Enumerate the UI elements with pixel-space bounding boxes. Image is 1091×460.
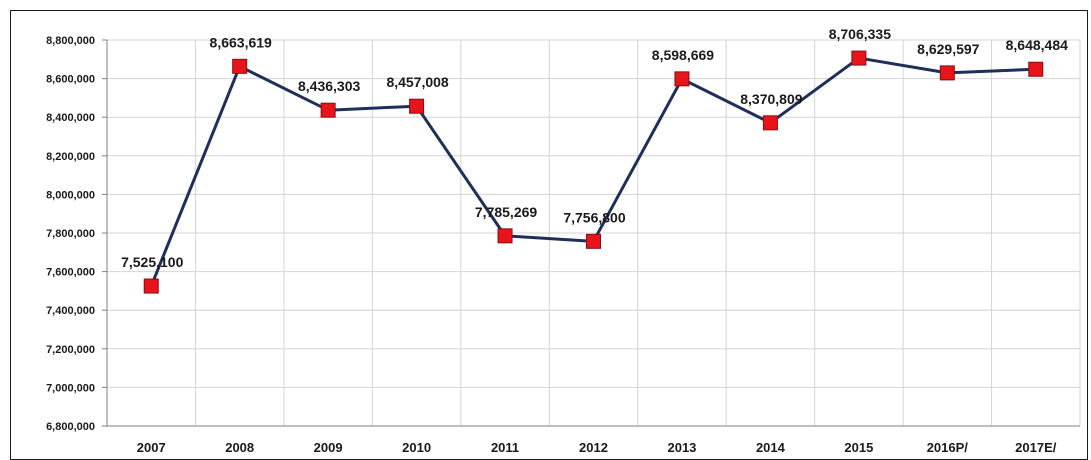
y-tick-label: 8,200,000: [46, 151, 95, 163]
data-point-marker: [851, 50, 867, 66]
y-tick-label: 8,000,000: [46, 189, 95, 201]
series-markers: [143, 50, 1044, 294]
data-label: 8,663,619: [210, 34, 272, 50]
y-tick-label: 7,000,000: [46, 382, 95, 394]
data-label: 7,785,269: [475, 204, 537, 220]
data-point-marker: [409, 98, 425, 114]
x-tick-label: 2011: [491, 440, 519, 454]
x-tick-label: 2007: [137, 440, 166, 454]
x-tick-label: 2010: [402, 440, 431, 454]
data-label: 7,756,800: [563, 209, 625, 225]
x-axis-tick-labels: 2007 2008 2009 2010 2011 2012 2013 2014 2015 2016…: [137, 440, 1057, 454]
data-label: 8,648,484: [1006, 37, 1068, 53]
data-labels: 7,525,100 8,663,619 8,436,303 8,457,008 7,78…: [121, 26, 1068, 270]
grid-lines: [107, 39, 1081, 427]
y-tick-label: 7,200,000: [46, 344, 95, 356]
data-point-marker: [1028, 61, 1044, 77]
y-tick-label: 8,600,000: [46, 74, 95, 86]
data-point-marker: [586, 233, 601, 249]
data-point-marker: [232, 58, 248, 74]
x-tick-label: 2014: [756, 440, 786, 454]
data-label: 8,598,669: [652, 47, 714, 63]
y-tick-label: 8,800,000: [46, 35, 95, 47]
data-label: 8,706,335: [829, 26, 891, 42]
data-point-marker: [497, 228, 513, 244]
data-label: 8,629,597: [917, 41, 979, 57]
data-point-marker: [674, 71, 690, 87]
x-tick-label: 2008: [225, 440, 254, 454]
data-label: 8,457,008: [386, 74, 448, 90]
data-point-marker: [762, 115, 778, 131]
axes: [102, 39, 1080, 427]
data-point-marker: [939, 65, 955, 81]
y-tick-label: 6,800,000: [46, 421, 95, 433]
y-tick-label: 7,600,000: [46, 267, 95, 279]
data-label: 7,525,100: [121, 254, 183, 270]
y-tick-label: 7,400,000: [46, 305, 95, 317]
x-tick-label: 2015: [844, 440, 873, 454]
x-tick-label: 2013: [667, 440, 696, 454]
data-point-marker: [320, 102, 336, 118]
y-tick-label: 7,800,000: [46, 228, 95, 240]
data-point-marker: [143, 278, 159, 294]
x-tick-label: 2017E/: [1015, 440, 1057, 454]
x-tick-label: 2012: [579, 440, 608, 454]
x-tick-label: 2009: [314, 440, 343, 454]
x-tick-label: 2016P/: [927, 440, 969, 454]
y-tick-label: 8,400,000: [46, 112, 95, 124]
y-axis-tick-labels: 6,800,000 7,000,000 7,200,000 7,400,000 7,60…: [46, 35, 95, 433]
data-label: 8,436,303: [298, 78, 360, 94]
data-label: 8,370,809: [740, 91, 802, 107]
